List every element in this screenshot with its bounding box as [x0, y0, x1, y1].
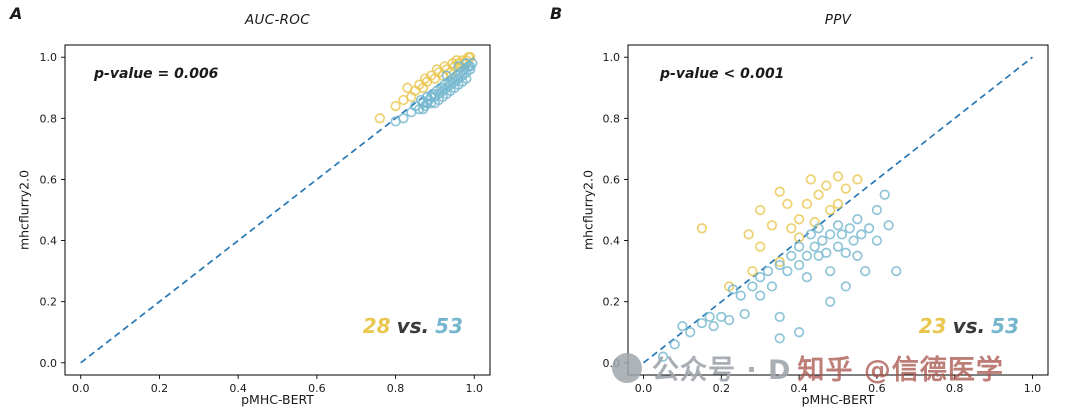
yellow-win-count: 28: [362, 314, 391, 338]
svg-text:0.0: 0.0: [40, 357, 58, 370]
svg-text:0.2: 0.2: [603, 296, 621, 309]
y-axis-label: mhcflurry2.0: [580, 169, 596, 251]
y-axis-label: mhcflurry2.0: [16, 169, 32, 251]
svg-text:0.8: 0.8: [40, 112, 58, 125]
svg-text:0.0: 0.0: [72, 382, 90, 395]
svg-text:0.0: 0.0: [635, 382, 653, 395]
x-axis-label: pMHC-BERT: [801, 392, 875, 407]
svg-text:0.4: 0.4: [229, 382, 247, 395]
svg-text:0.6: 0.6: [308, 382, 326, 395]
svg-text:1.0: 1.0: [1024, 382, 1042, 395]
scatter-plot-ppv: 0.0 0.0 0.2 0.2 0.4 0.4 0.6 0.6 0.8 0.8 1.0 1.0: [603, 44, 1049, 395]
svg-text:0.8: 0.8: [603, 112, 621, 125]
svg-text:0.6: 0.6: [603, 173, 621, 186]
chart-title-auc-roc: AUC-ROC: [245, 12, 310, 28]
svg-text:1.0: 1.0: [466, 382, 484, 395]
win-count-annotation: 28 vs. 53: [360, 314, 466, 338]
svg-text:0.2: 0.2: [40, 296, 58, 309]
scatter-plot-auc-roc: 0.0 0.0 0.2 0.2 0.4 0.4 0.6 0.6 0.8 0.8 1.0 1.0: [40, 44, 491, 395]
svg-text:0.2: 0.2: [151, 382, 169, 395]
panel-b-label: B: [550, 4, 563, 23]
panel-auc-roc: A AUC-ROC 0.0 0.0 0.2 0.2 0.4 0.4 0.6 0.6 0.8 0.8…: [10, 4, 491, 407]
svg-text:1.0: 1.0: [40, 51, 58, 64]
x-axis-label: pMHC-BERT: [241, 392, 314, 407]
vs-label: vs.: [952, 314, 986, 338]
svg-text:0.6: 0.6: [40, 173, 58, 186]
svg-text:0.4: 0.4: [40, 235, 58, 248]
svg-text:0.6: 0.6: [868, 382, 886, 395]
svg-text:0.2: 0.2: [713, 382, 731, 395]
svg-text:0.0: 0.0: [603, 357, 621, 370]
chart-title-ppv: PPV: [824, 12, 852, 28]
svg-text:0.4: 0.4: [790, 382, 808, 395]
svg-text:0.4: 0.4: [603, 235, 621, 248]
svg-text:1.0: 1.0: [603, 51, 621, 64]
panel-ppv: B PPV 0.0 0.0 0.2 0.2 0.4 0.4 0.6 0.6 0.8 0.8 1.0 1…: [540, 0, 1080, 420]
svg-text:0.8: 0.8: [946, 382, 964, 395]
vs-label: vs.: [396, 314, 430, 338]
blue-win-count: 53: [991, 314, 1019, 338]
yellow-win-count: 23: [918, 314, 947, 338]
win-count-annotation: 23 vs. 53: [916, 314, 1022, 338]
panel-a-label: A: [10, 4, 23, 23]
p-value-annotation: p-value < 0.001: [660, 66, 785, 82]
svg-text:0.8: 0.8: [387, 382, 405, 395]
p-value-annotation: p-value = 0.006: [94, 66, 219, 82]
blue-win-count: 53: [435, 314, 463, 338]
